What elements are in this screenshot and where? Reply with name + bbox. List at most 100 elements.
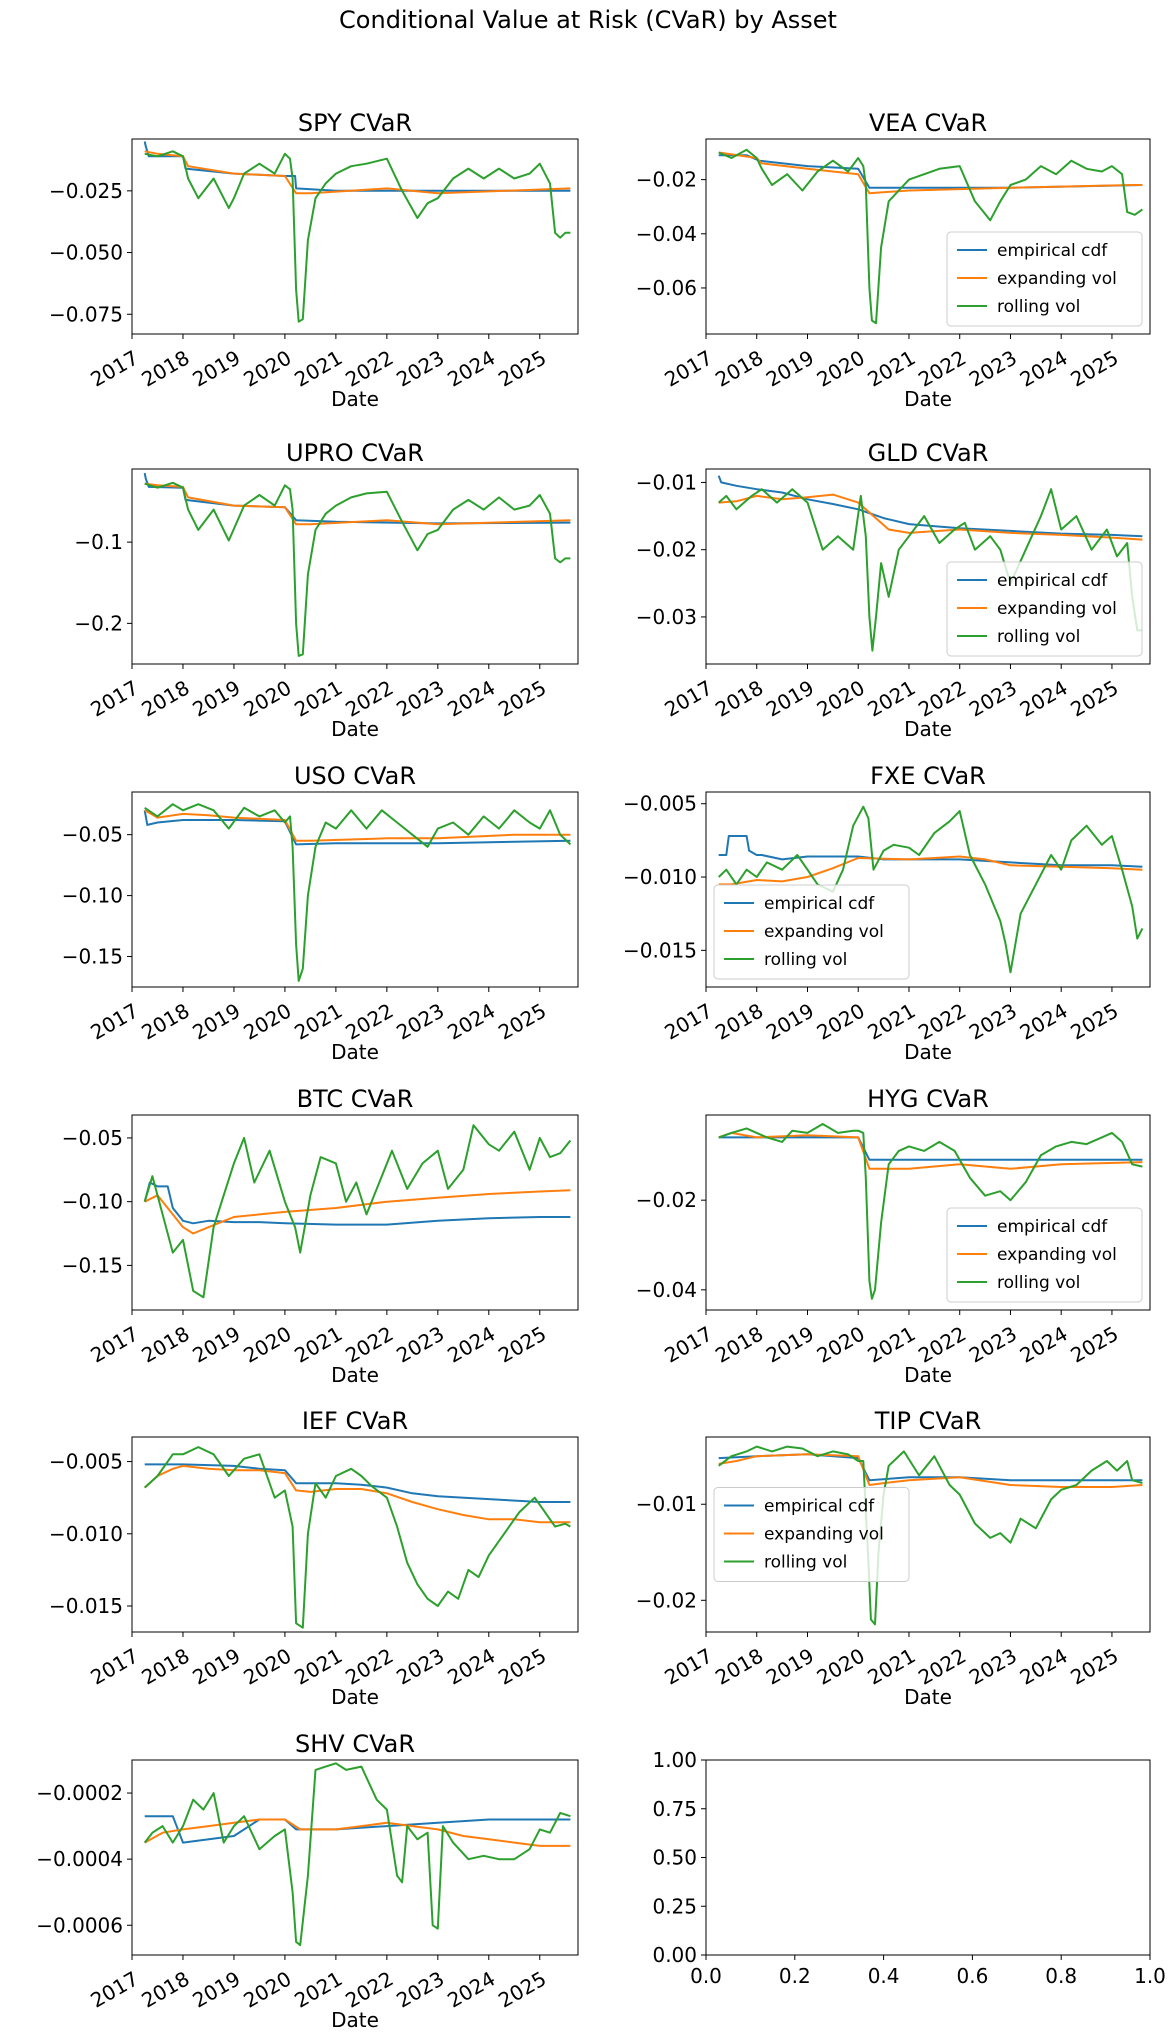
x-axis-label: Date bbox=[904, 387, 952, 411]
x-tick-label: 0.4 bbox=[868, 1964, 900, 1988]
subplot-title: SPY CVaR bbox=[298, 109, 412, 137]
legend-label: rolling vol bbox=[997, 297, 1080, 317]
subplot-uso-cvar: USO CVaR−0.15−0.10−0.0520172018201920202… bbox=[62, 762, 579, 1064]
series-line-rolling-vol bbox=[144, 803, 572, 982]
legend-box bbox=[713, 1487, 910, 1582]
x-tick-label: 2023 bbox=[392, 1321, 448, 1367]
y-tick-label: 0.50 bbox=[652, 1846, 697, 1870]
legend-label: expanding vol bbox=[997, 599, 1117, 619]
y-tick-label: −0.050 bbox=[49, 241, 123, 265]
x-tick-label: 2021 bbox=[863, 998, 919, 1044]
subplot-btc-cvar: BTC CVaR−0.15−0.10−0.0520172018201920202… bbox=[62, 1085, 579, 1387]
x-axis-label: Date bbox=[331, 1040, 379, 1064]
axes-frame bbox=[131, 791, 579, 988]
x-tick-label: 2017 bbox=[660, 675, 716, 721]
x-axis-label: Date bbox=[904, 1685, 952, 1709]
x-tick-label: 2023 bbox=[965, 675, 1021, 721]
x-tick-label: 0.6 bbox=[956, 1964, 988, 1988]
series-line-empirical-cdf bbox=[144, 1815, 571, 1844]
x-tick-label: 2020 bbox=[239, 675, 295, 721]
x-tick-label: 2019 bbox=[762, 998, 818, 1044]
x-tick-label: 0.2 bbox=[779, 1964, 811, 1988]
series-line-empirical-cdf bbox=[143, 1181, 571, 1226]
y-tick-label: −0.0002 bbox=[36, 1781, 123, 1805]
x-tick-label: 2025 bbox=[1066, 998, 1122, 1044]
series-line-rolling-vol bbox=[718, 488, 1143, 652]
series-line-expanding-vol bbox=[718, 1131, 1143, 1170]
x-tick-label: 2021 bbox=[290, 345, 346, 391]
x-tick-label: 2021 bbox=[863, 675, 919, 721]
x-tick-label: 2023 bbox=[392, 345, 448, 391]
y-tick-label: −0.03 bbox=[636, 605, 697, 629]
x-tick-label: 2024 bbox=[443, 1966, 499, 2012]
subplot-hyg-cvar: HYG CVaR−0.04−0.022017201820192020202120… bbox=[636, 1085, 1151, 1387]
x-tick-label: 2018 bbox=[711, 1321, 767, 1367]
x-tick-label: 2020 bbox=[239, 998, 295, 1044]
x-tick-label: 2024 bbox=[1016, 998, 1072, 1044]
legend-label: empirical cdf bbox=[997, 1217, 1108, 1237]
series-line-rolling-vol bbox=[144, 481, 571, 657]
x-tick-label: 2022 bbox=[341, 1643, 397, 1689]
series-line-expanding-vol bbox=[144, 809, 571, 842]
x-tick-label: 2018 bbox=[137, 1321, 193, 1367]
x-tick-label: 2025 bbox=[1066, 1643, 1122, 1689]
x-tick-label: 2025 bbox=[1066, 345, 1122, 391]
subplot-title: BTC CVaR bbox=[297, 1085, 414, 1113]
y-tick-label: −0.075 bbox=[49, 302, 123, 326]
x-tick-label: 2018 bbox=[711, 675, 767, 721]
x-tick-label: 2017 bbox=[86, 675, 142, 721]
x-tick-label: 2019 bbox=[188, 1321, 244, 1367]
series-line-rolling-vol bbox=[143, 1124, 572, 1299]
x-tick-label: 2017 bbox=[660, 1643, 716, 1689]
series-line-rolling-vol bbox=[144, 150, 571, 323]
x-axis-label: Date bbox=[331, 1685, 379, 1709]
x-tick-label: 2017 bbox=[86, 1966, 142, 2012]
x-tick-label: 2024 bbox=[443, 675, 499, 721]
x-tick-label: 2025 bbox=[1066, 1321, 1122, 1367]
legend-label: rolling vol bbox=[997, 627, 1080, 647]
x-tick-label: 2019 bbox=[762, 675, 818, 721]
x-tick-label: 2021 bbox=[863, 1643, 919, 1689]
series-line-expanding-vol bbox=[144, 1189, 571, 1235]
legend-box bbox=[946, 561, 1143, 657]
x-tick-label: 2023 bbox=[965, 345, 1021, 391]
subplot-tip-cvar: TIP CVaR−0.02−0.012017201820192020202120… bbox=[636, 1407, 1151, 1709]
x-tick-label: 2024 bbox=[443, 345, 499, 391]
x-tick-label: 2024 bbox=[443, 1643, 499, 1689]
x-tick-label: 2019 bbox=[188, 1966, 244, 2012]
series-line-rolling-vol bbox=[718, 148, 1143, 325]
y-tick-label: −0.04 bbox=[636, 1278, 697, 1302]
x-tick-label: 2025 bbox=[494, 1966, 550, 2012]
x-tick-label: 2024 bbox=[1016, 345, 1072, 391]
series-line-rolling-vol bbox=[143, 1762, 571, 1947]
y-tick-label: −0.10 bbox=[62, 1190, 123, 1214]
legend-box bbox=[946, 1207, 1143, 1303]
x-tick-label: 2017 bbox=[660, 998, 716, 1044]
axes-frame bbox=[131, 138, 579, 335]
x-tick-label: 2021 bbox=[290, 998, 346, 1044]
legend-label: expanding vol bbox=[764, 1525, 884, 1545]
x-axis-label: Date bbox=[904, 1363, 952, 1387]
x-tick-label: 2020 bbox=[239, 1966, 295, 2012]
legend-label: rolling vol bbox=[764, 1553, 847, 1573]
axes-frame bbox=[131, 1759, 579, 1956]
y-tick-label: −0.01 bbox=[636, 470, 697, 494]
axes-frame bbox=[705, 468, 1151, 665]
x-tick-label: 2024 bbox=[443, 1321, 499, 1367]
legend: empirical cdf expanding vol rolling vol bbox=[713, 884, 910, 980]
subplot-title: HYG CVaR bbox=[867, 1085, 989, 1113]
subplot-title: VEA CVaR bbox=[869, 109, 987, 137]
subplot-title: UPRO CVaR bbox=[286, 439, 424, 467]
subplot-spy-cvar: SPY CVaR−0.075−0.050−0.02520172018201920… bbox=[49, 109, 579, 411]
axes-frame bbox=[131, 468, 579, 665]
x-tick-label: 2023 bbox=[965, 1643, 1021, 1689]
axes-frame bbox=[705, 138, 1151, 335]
x-tick-label: 2018 bbox=[137, 1643, 193, 1689]
y-tick-label: −0.2 bbox=[74, 611, 123, 635]
series-line-rolling-vol bbox=[718, 1445, 1143, 1626]
y-tick-label: −0.01 bbox=[636, 1492, 697, 1516]
x-tick-label: 2018 bbox=[137, 998, 193, 1044]
x-tick-label: 2021 bbox=[863, 1321, 919, 1367]
subplot-title: TIP CVaR bbox=[874, 1407, 982, 1435]
subplot-gld-cvar: GLD CVaR−0.03−0.02−0.0120172018201920202… bbox=[636, 439, 1151, 741]
